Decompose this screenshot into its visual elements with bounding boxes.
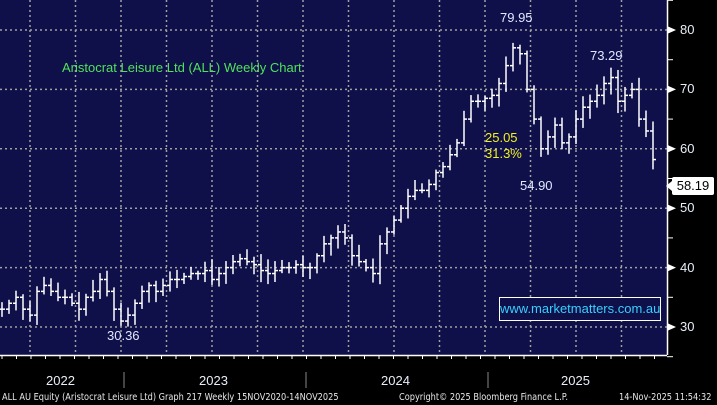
annotation-high: 79.95 [500,10,533,25]
x-tick-label: 2024 [381,373,410,388]
y-tick-arrow [667,323,676,331]
x-tick-label: 2023 [199,373,228,388]
annotation-move-pct: 31.3% [485,146,522,161]
annotation-move: 25.05 [485,130,518,145]
watermark: www.marketmatters.com.au [499,297,661,321]
last-price-pointer [666,181,672,191]
y-tick-label: 80 [680,22,695,37]
y-tick-label: 50 [680,200,695,216]
y-tick-label: 70 [680,81,695,97]
y-tick-label: 40 [680,259,695,275]
y-tick-label: 60 [680,140,695,156]
y-tick-label: 30 [680,319,695,334]
x-tick-label: 2025 [561,373,590,388]
y-tick-arrow [667,204,676,213]
last-price-label: 58.19 [672,177,714,195]
footer-timestamp: 14-Nov-2025 11:54:32 [619,392,712,403]
annotation-low-2022: 30.36 [107,328,140,343]
annotation-high-2025: 73.29 [590,48,623,63]
x-tick-label: 2022 [46,373,75,388]
y-tick-arrow [667,263,676,272]
y-tick-arrow [667,144,676,153]
annotation-low-2025: 54.90 [520,178,553,193]
y-tick-arrow [667,85,676,94]
footer-copyright: Copyright© 2025 Bloomberg Finance L.P. [399,392,568,403]
y-tick-arrow [667,26,676,34]
footer-security: ALL AU Equity (Aristocrat Leisure Ltd) G… [2,392,339,403]
plot-area [0,0,667,355]
chart-title: Aristocrat Leisure Ltd (ALL) Weekly Char… [62,60,302,75]
